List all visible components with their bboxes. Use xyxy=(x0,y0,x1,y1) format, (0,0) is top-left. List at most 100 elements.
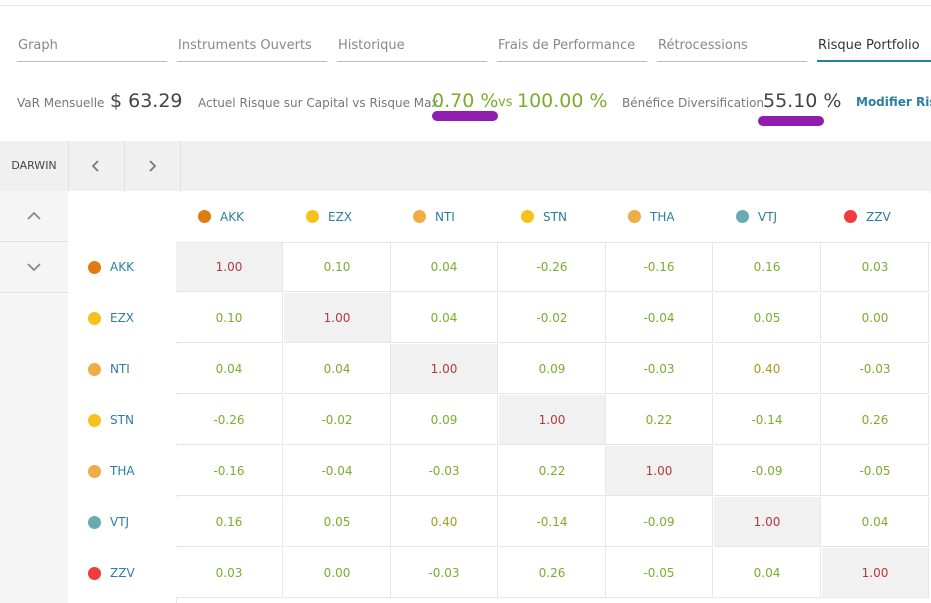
column-header-ezx[interactable]: EZX xyxy=(284,191,392,242)
row-header-label: EZX xyxy=(110,311,135,325)
darwin-corner-label: DARWIN xyxy=(0,141,69,191)
row-header-nti[interactable]: NTI xyxy=(68,344,176,394)
diversification-label: Bénéfice Diversification xyxy=(622,96,765,110)
top-divider xyxy=(0,5,931,6)
column-header-label: AKK xyxy=(220,209,244,224)
matrix-cell: 1.00 xyxy=(714,497,821,547)
row-header-label: THA xyxy=(110,464,135,478)
matrix-cell: -0.26 xyxy=(499,242,606,292)
matrix-cell: 0.00 xyxy=(822,293,929,343)
highlight-mark-diversification xyxy=(758,116,824,126)
tab-risque-portfolio[interactable]: Risque Portfolio xyxy=(817,38,931,62)
darwin-color-dot-icon xyxy=(844,210,857,223)
row-header-label: AKK xyxy=(110,260,134,274)
scroll-down-button[interactable] xyxy=(0,242,68,293)
matrix-cell: 1.00 xyxy=(176,242,283,292)
tab-historique[interactable]: Historique xyxy=(337,38,487,62)
tab-frais-de-performance[interactable]: Frais de Performance xyxy=(497,38,647,62)
matrix-cell: 0.16 xyxy=(176,497,283,547)
matrix-cell: 1.00 xyxy=(391,344,498,394)
matrix-cell: 0.16 xyxy=(714,242,821,292)
matrix-cell: 1.00 xyxy=(284,293,391,343)
darwin-color-dot-icon xyxy=(88,464,101,478)
matrix-cell: -0.02 xyxy=(284,395,391,445)
tab-bar: Graph Instruments Ouverts Historique Fra… xyxy=(0,38,931,64)
tab-retrocessions[interactable]: Rétrocessions xyxy=(657,38,807,62)
highlight-mark-risk xyxy=(432,111,498,121)
row-header-stn[interactable]: STN xyxy=(68,395,176,445)
chevron-down-icon xyxy=(27,263,41,272)
darwin-color-dot-icon xyxy=(88,260,101,274)
matrix-cell: 0.09 xyxy=(499,344,606,394)
next-button[interactable] xyxy=(124,141,181,191)
modify-risk-link[interactable]: Modifier Risq xyxy=(856,95,931,109)
matrix-cell: 0.04 xyxy=(176,344,283,394)
column-header-label: VTJ xyxy=(758,209,778,224)
matrix-cell: 0.04 xyxy=(391,293,498,343)
matrix-cell: -0.03 xyxy=(391,548,498,598)
darwin-color-dot-icon xyxy=(88,362,101,376)
matrix-cell: 0.26 xyxy=(822,395,929,445)
matrix-cell: -0.04 xyxy=(606,293,713,343)
matrix-cell: 0.05 xyxy=(284,497,391,547)
matrix-cell: 0.22 xyxy=(499,446,606,496)
row-header-label: NTI xyxy=(110,362,130,376)
matrix-cell: 0.00 xyxy=(284,548,391,598)
row-header-akk[interactable]: AKK xyxy=(68,242,176,292)
risk-current-value: 0.70 % xyxy=(432,90,499,112)
matrix-cell: -0.03 xyxy=(822,344,929,394)
column-header-label: THA xyxy=(650,209,675,224)
matrix-cell: 0.04 xyxy=(391,242,498,292)
matrix-cell: 0.04 xyxy=(822,497,929,547)
row-header-label: ZZV xyxy=(110,566,135,580)
darwin-color-dot-icon xyxy=(736,210,749,223)
matrix-cell: 0.10 xyxy=(284,242,391,292)
matrix-cell: -0.26 xyxy=(176,395,283,445)
column-header-vtj[interactable]: VTJ xyxy=(714,191,822,242)
risk-max-value: 100.00 % xyxy=(517,90,608,112)
row-header-label: VTJ xyxy=(110,515,130,529)
column-header-label: NTI xyxy=(435,209,455,224)
risk-label: Actuel Risque sur Capital vs Risque Max. xyxy=(198,96,443,110)
diversification-value: 55.10 % xyxy=(763,90,842,112)
column-header-zzv[interactable]: ZZV xyxy=(822,191,930,242)
darwin-color-dot-icon xyxy=(306,210,319,223)
column-header-akk[interactable]: AKK xyxy=(176,191,284,242)
row-header-tha[interactable]: THA xyxy=(68,446,176,496)
matrix-cell: -0.16 xyxy=(606,242,713,292)
column-header-tha[interactable]: THA xyxy=(606,191,714,242)
matrix-cell: -0.14 xyxy=(714,395,821,445)
column-header-stn[interactable]: STN xyxy=(499,191,607,242)
matrix-cell: 0.04 xyxy=(284,344,391,394)
matrix-cell: 1.00 xyxy=(499,395,606,445)
matrix-cell: -0.09 xyxy=(714,446,821,496)
prev-button[interactable] xyxy=(68,141,125,191)
row-header-vtj[interactable]: VTJ xyxy=(68,497,176,547)
darwin-color-dot-icon xyxy=(88,311,101,325)
darwin-color-dot-icon xyxy=(413,210,426,223)
row-header-ezx[interactable]: EZX xyxy=(68,293,176,343)
matrix-cell: 0.26 xyxy=(499,548,606,598)
matrix-cell: -0.14 xyxy=(499,497,606,547)
tab-instruments-ouverts[interactable]: Instruments Ouverts xyxy=(177,38,327,62)
matrix-cell: 0.03 xyxy=(822,242,929,292)
matrix-cell: -0.03 xyxy=(391,446,498,496)
matrix-cell: -0.09 xyxy=(606,497,713,547)
var-value: $ 63.29 xyxy=(110,90,183,112)
column-header-nti[interactable]: NTI xyxy=(391,191,499,242)
scroll-up-button[interactable] xyxy=(0,191,68,242)
matrix-cell: 0.40 xyxy=(391,497,498,547)
tab-graph[interactable]: Graph xyxy=(17,38,167,62)
matrix-cell: -0.05 xyxy=(822,446,929,496)
chevron-up-icon xyxy=(27,211,41,220)
matrix-cell: 0.22 xyxy=(606,395,713,445)
var-label: VaR Mensuelle xyxy=(17,96,105,110)
risk-vs: vs xyxy=(498,95,513,110)
column-header-label: EZX xyxy=(328,209,353,224)
darwin-color-dot-icon xyxy=(628,210,641,223)
matrix-cell: 0.04 xyxy=(714,548,821,598)
column-header-label: STN xyxy=(543,209,567,224)
row-header-zzv[interactable]: ZZV xyxy=(68,548,176,598)
row-header-label: STN xyxy=(110,413,134,427)
darwin-color-dot-icon xyxy=(198,210,211,223)
